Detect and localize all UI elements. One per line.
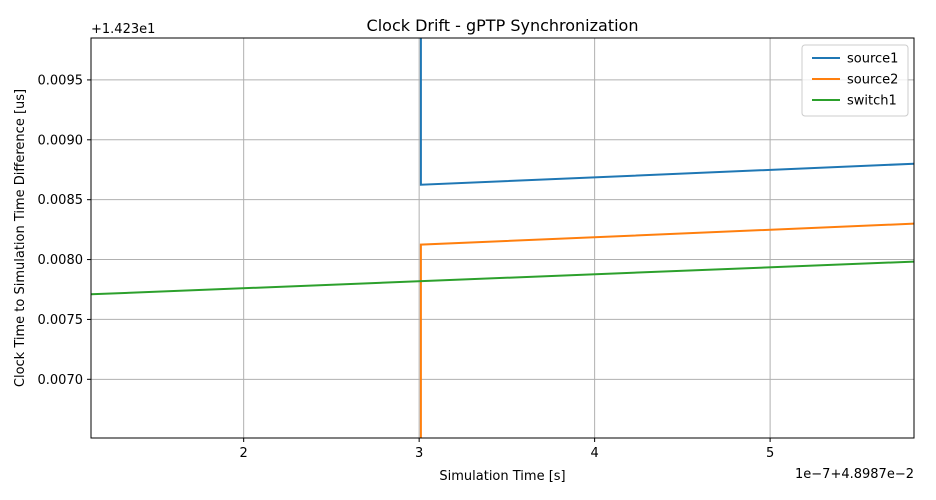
legend-label-source2: source2 [847, 73, 898, 88]
x-tick-label: 3 [415, 446, 423, 461]
y-axis-title: Clock Time to Simulation Time Difference… [13, 89, 28, 387]
legend-label-switch1: switch1 [847, 94, 897, 109]
series-line-source2 [419, 222, 915, 438]
legend: source1 source2 switch1 [801, 44, 909, 117]
x-tick-label: 5 [766, 446, 774, 461]
y-tick-label: 0.0090 [38, 133, 84, 148]
series-line-switch1 [90, 260, 915, 296]
chart-title: Clock Drift - gPTP Synchronization [367, 16, 639, 35]
series-line-source1 [419, 38, 915, 186]
x-axis-offset-label: 1e−7+4.8987e−2 [795, 467, 914, 482]
y-axis-offset-label: +1.423e1 [91, 22, 155, 37]
x-tick-label: 2 [240, 446, 248, 461]
y-tick-label: 0.0070 [38, 373, 84, 388]
legend-label-source1: source1 [847, 52, 898, 67]
axis-ticks: 2 3 4 5 0.0070 0.0075 0.0080 0.0085 0.0090 0.0095 [38, 73, 775, 461]
y-tick-label: 0.0085 [38, 193, 84, 208]
y-tick-label: 0.0095 [38, 73, 84, 88]
grid [91, 38, 914, 438]
x-axis-title: Simulation Time [s] [439, 469, 565, 484]
legend-box [801, 44, 909, 117]
y-tick-label: 0.0080 [38, 253, 84, 268]
y-tick-label: 0.0075 [38, 313, 84, 328]
series-lines [90, 38, 915, 438]
plot-frame [90, 37, 915, 439]
x-tick-label: 4 [590, 446, 598, 461]
